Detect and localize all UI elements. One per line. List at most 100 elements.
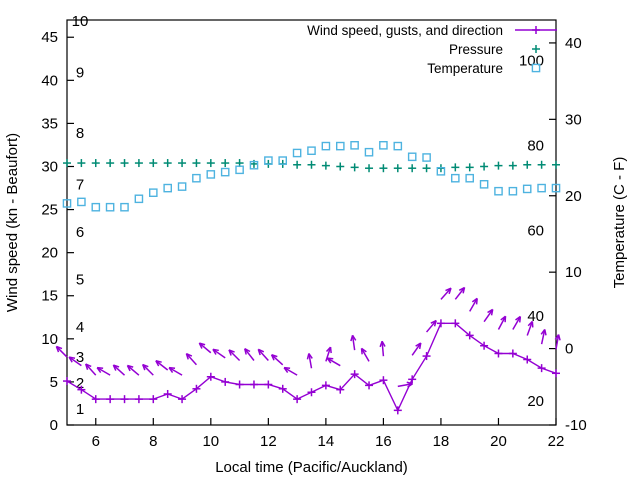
wind-direction-arrow	[411, 342, 422, 356]
wind-direction-arrow	[554, 334, 561, 350]
wind-direction-arrow	[85, 363, 97, 376]
x-axis-tick-label: 14	[318, 433, 335, 450]
temperature-marker	[278, 156, 288, 165]
wind-direction-arrow	[325, 346, 332, 362]
data-point-marker	[523, 160, 532, 169]
data-point-marker	[508, 349, 517, 358]
data-point-marker	[178, 395, 187, 404]
wind-direction-arrow	[283, 366, 298, 376]
wind-direction-arrow	[425, 319, 437, 333]
data-point-marker	[537, 364, 546, 373]
temperature-marker	[62, 199, 72, 208]
y-axis-tick-label: 5	[50, 374, 58, 391]
fahrenheit-label: 60	[527, 222, 544, 239]
y2-axis-tick-label: 0	[565, 341, 573, 358]
data-point-marker	[422, 164, 431, 173]
y2-axis-title: Temperature (C - F)	[611, 157, 628, 289]
wind-direction-arrow	[306, 353, 313, 369]
temperature-marker	[206, 170, 216, 179]
temperature-marker	[120, 202, 129, 212]
wind-direction-arrow	[244, 348, 255, 361]
data-point-marker	[408, 164, 417, 173]
data-point-marker	[465, 163, 474, 172]
data-point-marker	[163, 389, 172, 398]
data-point-marker	[321, 161, 330, 170]
y2-axis-tick-label: 30	[565, 111, 582, 128]
data-point-marker	[63, 377, 71, 386]
data-point-marker	[379, 164, 388, 173]
data-point-marker	[552, 369, 560, 378]
data-point-marker	[91, 395, 100, 404]
beaufort-label: 2	[76, 375, 84, 392]
temperature-marker	[494, 186, 503, 196]
temperature-marker	[393, 141, 403, 151]
wind-direction-arrow	[126, 364, 140, 376]
data-point-marker	[365, 164, 374, 173]
y-axis-tick-label: 15	[41, 288, 58, 305]
data-point-marker	[552, 160, 560, 169]
data-point-marker	[221, 159, 230, 168]
data-point-marker	[494, 161, 503, 170]
data-point-marker	[120, 395, 129, 404]
beaufort-label: 5	[76, 272, 84, 289]
wind-direction-arrow	[55, 345, 68, 358]
temperature-marker	[422, 153, 431, 162]
wind-direction-arrow	[155, 360, 169, 371]
plot-border	[66, 19, 557, 426]
wind-direction-arrow	[198, 342, 212, 354]
x-axis-tick-label: 22	[548, 433, 565, 450]
y-axis-tick-label: 10	[41, 331, 58, 348]
temperature-marker	[249, 160, 259, 170]
data-point-marker	[408, 375, 417, 384]
data-point-marker	[321, 381, 330, 390]
x-axis-tick-label: 18	[433, 433, 450, 450]
data-point-marker	[134, 395, 143, 404]
temperature-marker	[105, 202, 115, 212]
temperature-marker	[163, 183, 173, 193]
wind-direction-arrow	[360, 347, 370, 362]
data-point-marker	[379, 376, 388, 385]
data-point-marker	[206, 159, 215, 168]
y-axis-tick-label: 25	[41, 202, 58, 219]
temperature-marker	[508, 186, 518, 196]
data-point-marker	[307, 388, 316, 397]
legend-swatch-2	[531, 63, 541, 73]
temperature-marker	[292, 148, 302, 158]
data-point-marker	[480, 341, 489, 350]
temperature-marker	[192, 173, 201, 183]
data-point-marker	[365, 381, 374, 390]
y2-axis-tick-label: -10	[565, 417, 587, 434]
temperature-marker	[220, 167, 230, 177]
wind-direction-arrow	[228, 349, 241, 362]
data-point-marker	[393, 406, 402, 415]
data-point-marker	[149, 395, 158, 404]
y-axis-tick-label: 30	[41, 158, 58, 175]
data-point-marker	[278, 384, 287, 393]
wind-direction-arrow	[497, 315, 507, 330]
data-point-marker	[422, 352, 431, 361]
y-axis-tick-label: 35	[41, 115, 58, 132]
wind-direction-arrow	[270, 354, 284, 366]
x-axis-title: Local time (Pacific/Auckland)	[215, 459, 408, 476]
wind-direction-arrow	[454, 286, 466, 300]
temperature-marker	[350, 140, 359, 150]
temperature-marker	[522, 184, 532, 194]
y-axis-tick-label: 40	[41, 72, 58, 89]
temperature-marker	[321, 141, 331, 151]
data-point-marker	[494, 349, 503, 358]
wind-direction-arrow	[440, 287, 452, 300]
data-point-marker	[77, 159, 86, 168]
temperature-marker	[379, 140, 388, 150]
temperature-marker	[465, 173, 475, 183]
x-axis-tick-label: 8	[149, 433, 157, 450]
x-axis-tick-label: 16	[375, 433, 392, 450]
wind-direction-arrow	[257, 348, 269, 362]
beaufort-label: 9	[76, 65, 84, 82]
y2-axis-tick-label: 10	[565, 264, 582, 281]
data-point-marker	[77, 385, 86, 394]
data-point-marker	[532, 45, 540, 53]
y2-axis-tick-label: 20	[565, 188, 582, 205]
temperature-marker	[307, 146, 316, 156]
wind-direction-arrow	[483, 308, 494, 323]
